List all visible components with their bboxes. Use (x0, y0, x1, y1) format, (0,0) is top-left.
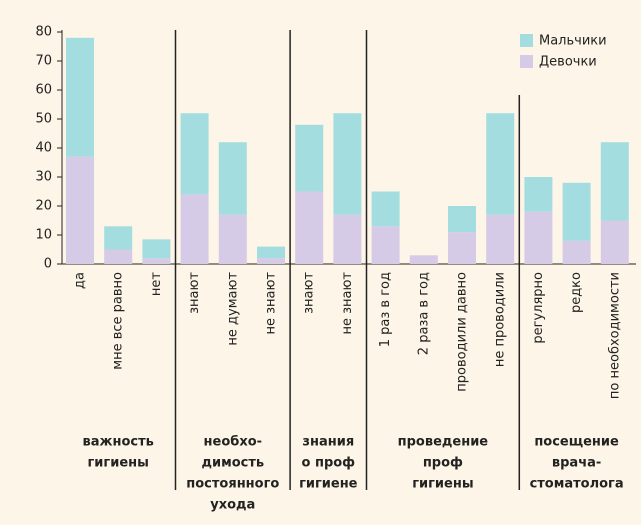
bar-segment (218, 214, 247, 264)
bar-segment (409, 255, 438, 264)
y-tick-label: 40 (35, 141, 52, 156)
bar-segment (371, 191, 400, 227)
x-tick-label: не думают (225, 272, 240, 346)
group-label: гигиене (299, 477, 358, 492)
group-label: о проф (302, 456, 356, 471)
bar-segment (104, 249, 133, 264)
bar-segment (66, 37, 94, 157)
x-tick-label: проводили давно (455, 272, 470, 392)
bar-segment (600, 220, 629, 264)
y-tick-label: 0 (44, 257, 52, 272)
y-tick-label: 60 (35, 83, 52, 98)
bar-segment (448, 206, 476, 233)
bar-segment (562, 240, 591, 264)
x-tick-label: знают (302, 272, 317, 314)
x-tick-label: мне все равно (111, 272, 126, 370)
x-tick-label: нет (149, 272, 164, 296)
x-tick-label: не проводили (493, 272, 508, 367)
bar-segment (295, 191, 324, 264)
x-tick-label: редко (569, 272, 584, 313)
y-tick-label: 20 (35, 199, 52, 214)
y-tick-label: 80 (35, 25, 52, 40)
legend-swatch (520, 34, 533, 47)
group-label: знания (302, 435, 354, 450)
bar-segment (218, 142, 247, 215)
legend-swatch (520, 55, 533, 68)
bar-segment (142, 258, 171, 264)
x-tick-label: знают (187, 272, 202, 314)
legend-label: Девочки (539, 55, 597, 70)
bar-segment (257, 246, 285, 259)
x-tick-label: регулярно (531, 272, 546, 344)
y-tick-label: 50 (35, 112, 52, 127)
bar-segment (524, 177, 553, 212)
group-label: постоянного (186, 477, 279, 492)
bar-segment (371, 226, 400, 264)
bar-segment (104, 226, 133, 250)
bar-segment (295, 124, 324, 192)
group-label: гигиены (412, 477, 473, 492)
x-tick-label: да (73, 272, 88, 289)
x-tick-label: 1 раз в год (378, 272, 393, 347)
group-label: важность (83, 435, 154, 450)
bar-segment (257, 258, 285, 264)
bar-segment (142, 239, 171, 259)
bar-segment (562, 182, 591, 241)
group-label: гигиены (88, 456, 149, 471)
x-tick-label: не знают (340, 272, 355, 335)
group-label: посещение (534, 435, 619, 450)
bar-segment (600, 142, 629, 221)
group-label: проведение (398, 435, 489, 450)
bar-segment (180, 113, 209, 195)
group-label: стоматолога (530, 477, 624, 492)
x-tick-label: 2 раза в год (416, 272, 431, 355)
group-label: димость (201, 456, 264, 471)
bar-segment (486, 113, 515, 215)
y-tick-label: 70 (35, 54, 52, 69)
bar-segment (66, 156, 94, 264)
x-tick-label: по необходимости (607, 272, 622, 399)
group-label: врача- (552, 456, 601, 471)
y-tick-label: 30 (35, 170, 52, 185)
group-label: ухода (210, 498, 255, 513)
bar-segment (448, 232, 476, 264)
bar-segment (333, 214, 362, 264)
bar-segment (180, 194, 209, 264)
group-label: необхо- (204, 435, 263, 450)
bar-segment (486, 214, 515, 264)
y-tick-label: 10 (35, 228, 52, 243)
x-tick-label: не знают (264, 272, 279, 335)
bar-segment (333, 113, 362, 215)
group-label: проф (423, 456, 463, 471)
bar-segment (524, 211, 553, 264)
legend-label: Мальчики (539, 34, 607, 49)
